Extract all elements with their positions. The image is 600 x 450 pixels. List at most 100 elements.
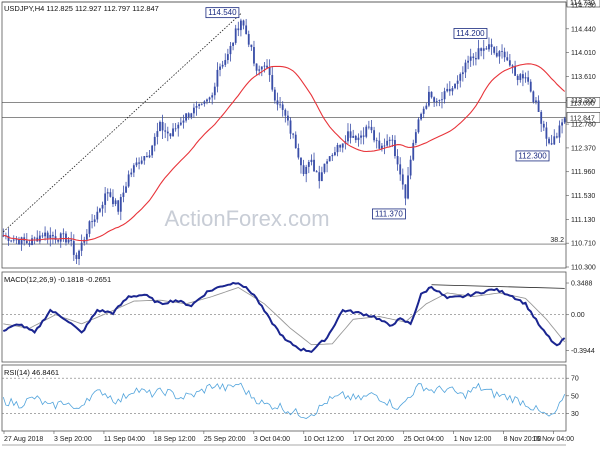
candle-body bbox=[459, 74, 462, 81]
x-tick-label: 25 Oct 04:00 bbox=[404, 436, 444, 443]
price-level-box bbox=[566, 0, 600, 8]
candle-body bbox=[310, 159, 313, 162]
candle-body bbox=[114, 200, 117, 205]
candle-body bbox=[482, 48, 485, 51]
candle-body bbox=[216, 69, 219, 87]
rising-trendline bbox=[3, 13, 242, 233]
macd-y-tick-label: 0.3488 bbox=[571, 281, 593, 288]
price-annotation-box bbox=[205, 7, 240, 19]
price-y-tick-label: 112.780 bbox=[571, 122, 596, 129]
candle-body bbox=[412, 142, 415, 160]
price-level-label: 112.847 bbox=[570, 115, 595, 122]
candle-body bbox=[443, 91, 446, 100]
candle-body bbox=[226, 54, 229, 61]
candle-body bbox=[394, 140, 396, 157]
candle-body bbox=[532, 91, 535, 102]
macd-header: MACD(12,26,9) -0.1818 -0.2651 bbox=[4, 275, 111, 284]
candle-body bbox=[529, 81, 532, 92]
price-y-tick-label: 114.730 bbox=[571, 3, 596, 10]
candle-body bbox=[300, 157, 302, 166]
x-tick-label: 17 Oct 20:00 bbox=[354, 436, 394, 443]
candle-body bbox=[422, 108, 425, 114]
candle-body bbox=[425, 105, 428, 109]
candle-body bbox=[44, 232, 46, 237]
candle-body bbox=[279, 104, 281, 106]
candle-body bbox=[550, 143, 553, 145]
candle-body bbox=[247, 34, 250, 45]
candle-body bbox=[336, 145, 339, 153]
candle-body bbox=[187, 113, 190, 118]
candle-body bbox=[122, 192, 125, 197]
candle-body bbox=[200, 103, 203, 105]
rsi-panel-frame bbox=[1, 364, 567, 432]
price-y-tick-label: 114.440 bbox=[571, 26, 596, 33]
candle-body bbox=[313, 159, 315, 172]
candle-body bbox=[57, 239, 60, 242]
candle-body bbox=[195, 106, 198, 108]
candle-body bbox=[156, 131, 159, 137]
candle-body bbox=[10, 240, 13, 242]
price-level-box bbox=[566, 112, 600, 123]
price-level-box bbox=[566, 97, 600, 108]
candle-body bbox=[268, 67, 271, 76]
candle-body bbox=[535, 100, 537, 102]
macd-panel-frame bbox=[1, 271, 567, 363]
candle-body bbox=[166, 131, 169, 134]
candle-body bbox=[49, 234, 52, 239]
candle-body bbox=[7, 235, 10, 242]
candle-body bbox=[193, 107, 195, 114]
candle-body bbox=[414, 132, 417, 143]
candle-body bbox=[112, 196, 114, 205]
candle-body bbox=[281, 104, 284, 110]
candle-body bbox=[420, 113, 422, 120]
candle-body bbox=[237, 28, 240, 31]
candle-body bbox=[381, 145, 383, 149]
candle-body bbox=[135, 162, 138, 166]
candle-body bbox=[185, 113, 187, 121]
price-y-tick-label: 113.610 bbox=[571, 74, 596, 81]
price-y-tick-label: 114.010 bbox=[571, 50, 596, 57]
candle-body bbox=[198, 104, 201, 107]
candle-body bbox=[242, 20, 245, 26]
candle-body bbox=[287, 115, 289, 121]
candle-body bbox=[388, 139, 391, 141]
candle-body bbox=[365, 126, 368, 137]
candle-body bbox=[273, 89, 276, 101]
x-tick-label: 1 Nov 12:00 bbox=[454, 436, 492, 443]
price-annotation-label: 112.300 bbox=[518, 151, 547, 160]
candle-body bbox=[75, 254, 78, 259]
rsi-y-tick-label: 70 bbox=[571, 376, 579, 383]
candle-body bbox=[70, 239, 73, 242]
candle-body bbox=[96, 211, 99, 220]
candle-body bbox=[153, 136, 156, 146]
candle-body bbox=[488, 44, 490, 50]
candle-body bbox=[448, 88, 451, 92]
candle-body bbox=[461, 72, 464, 75]
candle-body bbox=[349, 131, 352, 138]
candle-body bbox=[498, 51, 501, 57]
candle-body bbox=[548, 138, 550, 144]
candle-body bbox=[143, 156, 146, 161]
candle-body bbox=[164, 130, 167, 132]
candle-body bbox=[454, 83, 456, 89]
candle-body bbox=[352, 135, 355, 138]
candle-body bbox=[284, 109, 287, 116]
candle-body bbox=[245, 25, 248, 35]
candle-body bbox=[307, 161, 310, 167]
x-tick-label: 11 Sep 04:00 bbox=[104, 436, 145, 443]
candle-body bbox=[125, 186, 127, 193]
macd-divergence-line bbox=[431, 284, 565, 289]
candle-body bbox=[174, 128, 177, 130]
candle-body bbox=[326, 161, 328, 164]
candle-body bbox=[464, 62, 467, 73]
candle-body bbox=[430, 91, 433, 98]
candle-body bbox=[441, 99, 443, 101]
candle-body bbox=[148, 155, 151, 158]
candle-body bbox=[386, 140, 389, 146]
candle-body bbox=[182, 120, 185, 123]
candle-body bbox=[378, 140, 381, 149]
candle-body bbox=[263, 65, 266, 67]
candle-body bbox=[391, 139, 394, 141]
candle-body bbox=[161, 121, 164, 131]
candle-body bbox=[302, 165, 305, 175]
